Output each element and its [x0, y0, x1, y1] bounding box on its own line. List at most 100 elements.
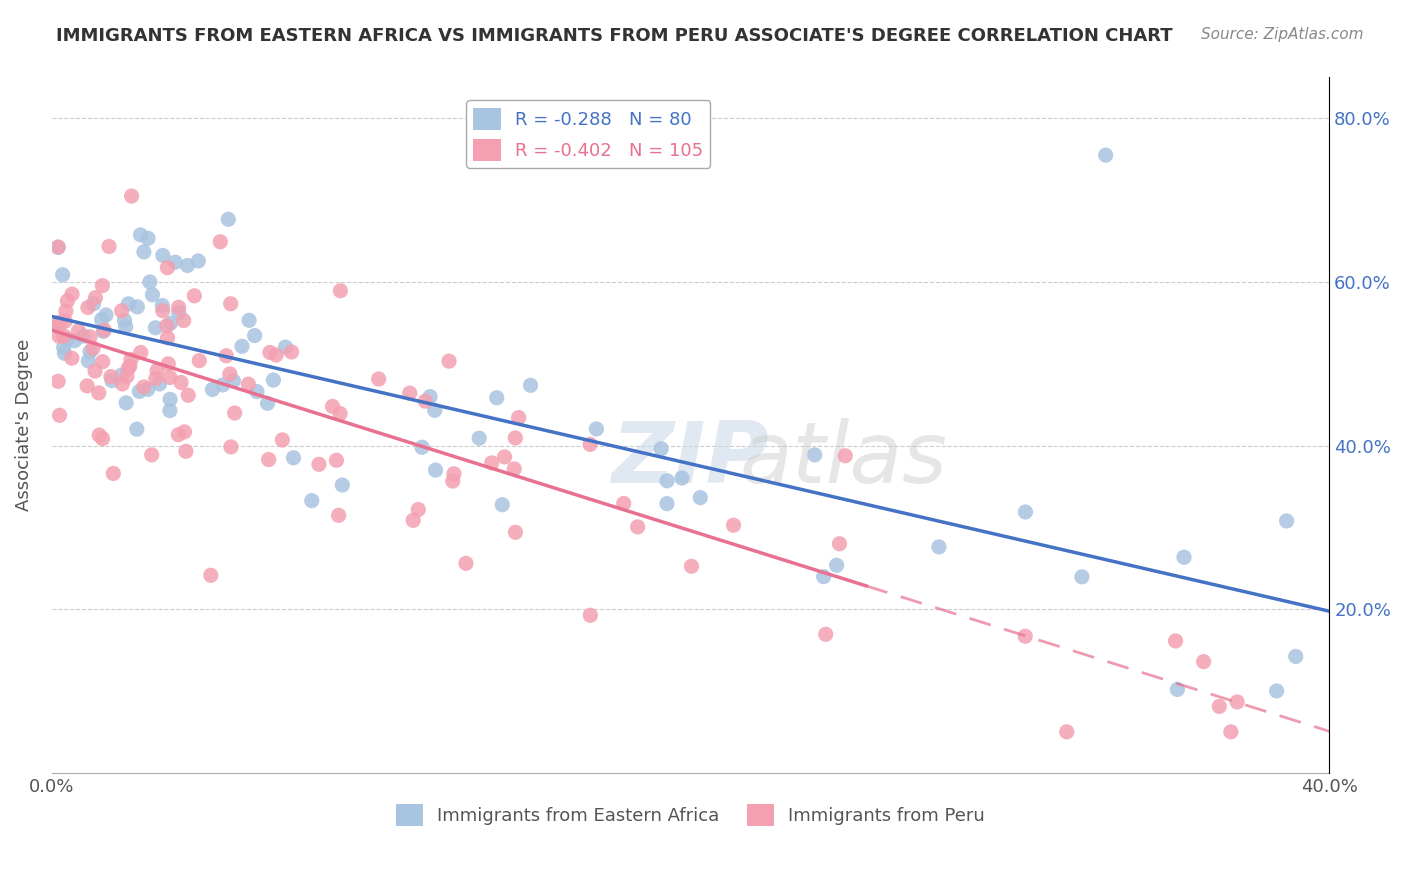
Point	[301, 493, 323, 508]
Point	[238, 377, 260, 392]
Point	[156, 260, 179, 275]
Point	[84, 364, 107, 378]
Point	[115, 369, 138, 384]
Point	[114, 313, 136, 327]
Point	[201, 383, 224, 397]
Point	[110, 303, 132, 318]
Point	[1166, 682, 1188, 697]
Point	[627, 520, 650, 534]
Point	[173, 313, 195, 327]
Point	[91, 432, 114, 446]
Point	[219, 297, 242, 311]
Point	[308, 458, 330, 472]
Point	[671, 471, 693, 485]
Point	[79, 344, 101, 359]
Point	[132, 380, 155, 394]
Point	[259, 345, 281, 359]
Point	[125, 422, 148, 436]
Point	[1275, 514, 1298, 528]
Point	[67, 324, 90, 338]
Point	[231, 339, 253, 353]
Point	[423, 403, 446, 417]
Point	[48, 318, 70, 333]
Point	[170, 376, 193, 390]
Point	[508, 410, 530, 425]
Point	[156, 331, 179, 345]
Point	[408, 502, 430, 516]
Point	[1285, 649, 1308, 664]
Point	[613, 496, 636, 510]
Point	[650, 442, 672, 456]
Point	[145, 371, 167, 385]
Point	[56, 332, 79, 346]
Point	[503, 431, 526, 445]
Point	[129, 227, 152, 242]
Point	[110, 368, 132, 383]
Point	[188, 353, 211, 368]
Text: ZIP: ZIP	[612, 418, 769, 501]
Point	[1164, 634, 1187, 648]
Legend: Immigrants from Eastern Africa, Immigrants from Peru: Immigrants from Eastern Africa, Immigran…	[388, 797, 993, 833]
Point	[79, 330, 101, 344]
Point	[1226, 695, 1249, 709]
Point	[115, 396, 138, 410]
Point	[224, 406, 246, 420]
Text: atlas: atlas	[740, 418, 948, 501]
Point	[101, 374, 124, 388]
Point	[127, 300, 149, 314]
Point	[52, 340, 75, 354]
Point	[187, 254, 209, 268]
Point	[60, 287, 83, 301]
Point	[156, 318, 179, 333]
Point	[146, 363, 169, 377]
Point	[46, 240, 69, 254]
Point	[411, 440, 433, 454]
Point	[425, 463, 447, 477]
Point	[238, 313, 260, 327]
Point	[159, 392, 181, 407]
Point	[681, 559, 703, 574]
Point	[485, 391, 508, 405]
Point	[152, 299, 174, 313]
Point	[1056, 724, 1078, 739]
Point	[491, 498, 513, 512]
Point	[256, 396, 278, 410]
Point	[176, 259, 198, 273]
Point	[264, 348, 287, 362]
Point	[55, 304, 77, 318]
Point	[217, 212, 239, 227]
Point	[128, 384, 150, 399]
Point	[177, 388, 200, 402]
Point	[52, 268, 75, 282]
Point	[218, 367, 240, 381]
Point	[505, 525, 527, 540]
Point	[53, 314, 76, 328]
Point	[118, 359, 141, 373]
Point	[325, 453, 347, 467]
Point	[49, 315, 72, 329]
Point	[159, 403, 181, 417]
Point	[165, 255, 187, 269]
Point	[419, 390, 441, 404]
Point	[63, 334, 86, 348]
Point	[328, 508, 350, 523]
Point	[243, 328, 266, 343]
Point	[91, 324, 114, 338]
Point	[1192, 655, 1215, 669]
Point	[219, 440, 242, 454]
Point	[152, 248, 174, 262]
Point	[271, 433, 294, 447]
Point	[132, 244, 155, 259]
Point	[167, 427, 190, 442]
Point	[257, 452, 280, 467]
Point	[215, 349, 238, 363]
Point	[209, 235, 232, 249]
Point	[834, 449, 856, 463]
Point	[53, 346, 76, 360]
Point	[136, 231, 159, 245]
Point	[689, 491, 711, 505]
Point	[121, 189, 143, 203]
Text: IMMIGRANTS FROM EASTERN AFRICA VS IMMIGRANTS FROM PERU ASSOCIATE'S DEGREE CORREL: IMMIGRANTS FROM EASTERN AFRICA VS IMMIGR…	[56, 27, 1173, 45]
Point	[803, 448, 825, 462]
Point	[437, 354, 460, 368]
